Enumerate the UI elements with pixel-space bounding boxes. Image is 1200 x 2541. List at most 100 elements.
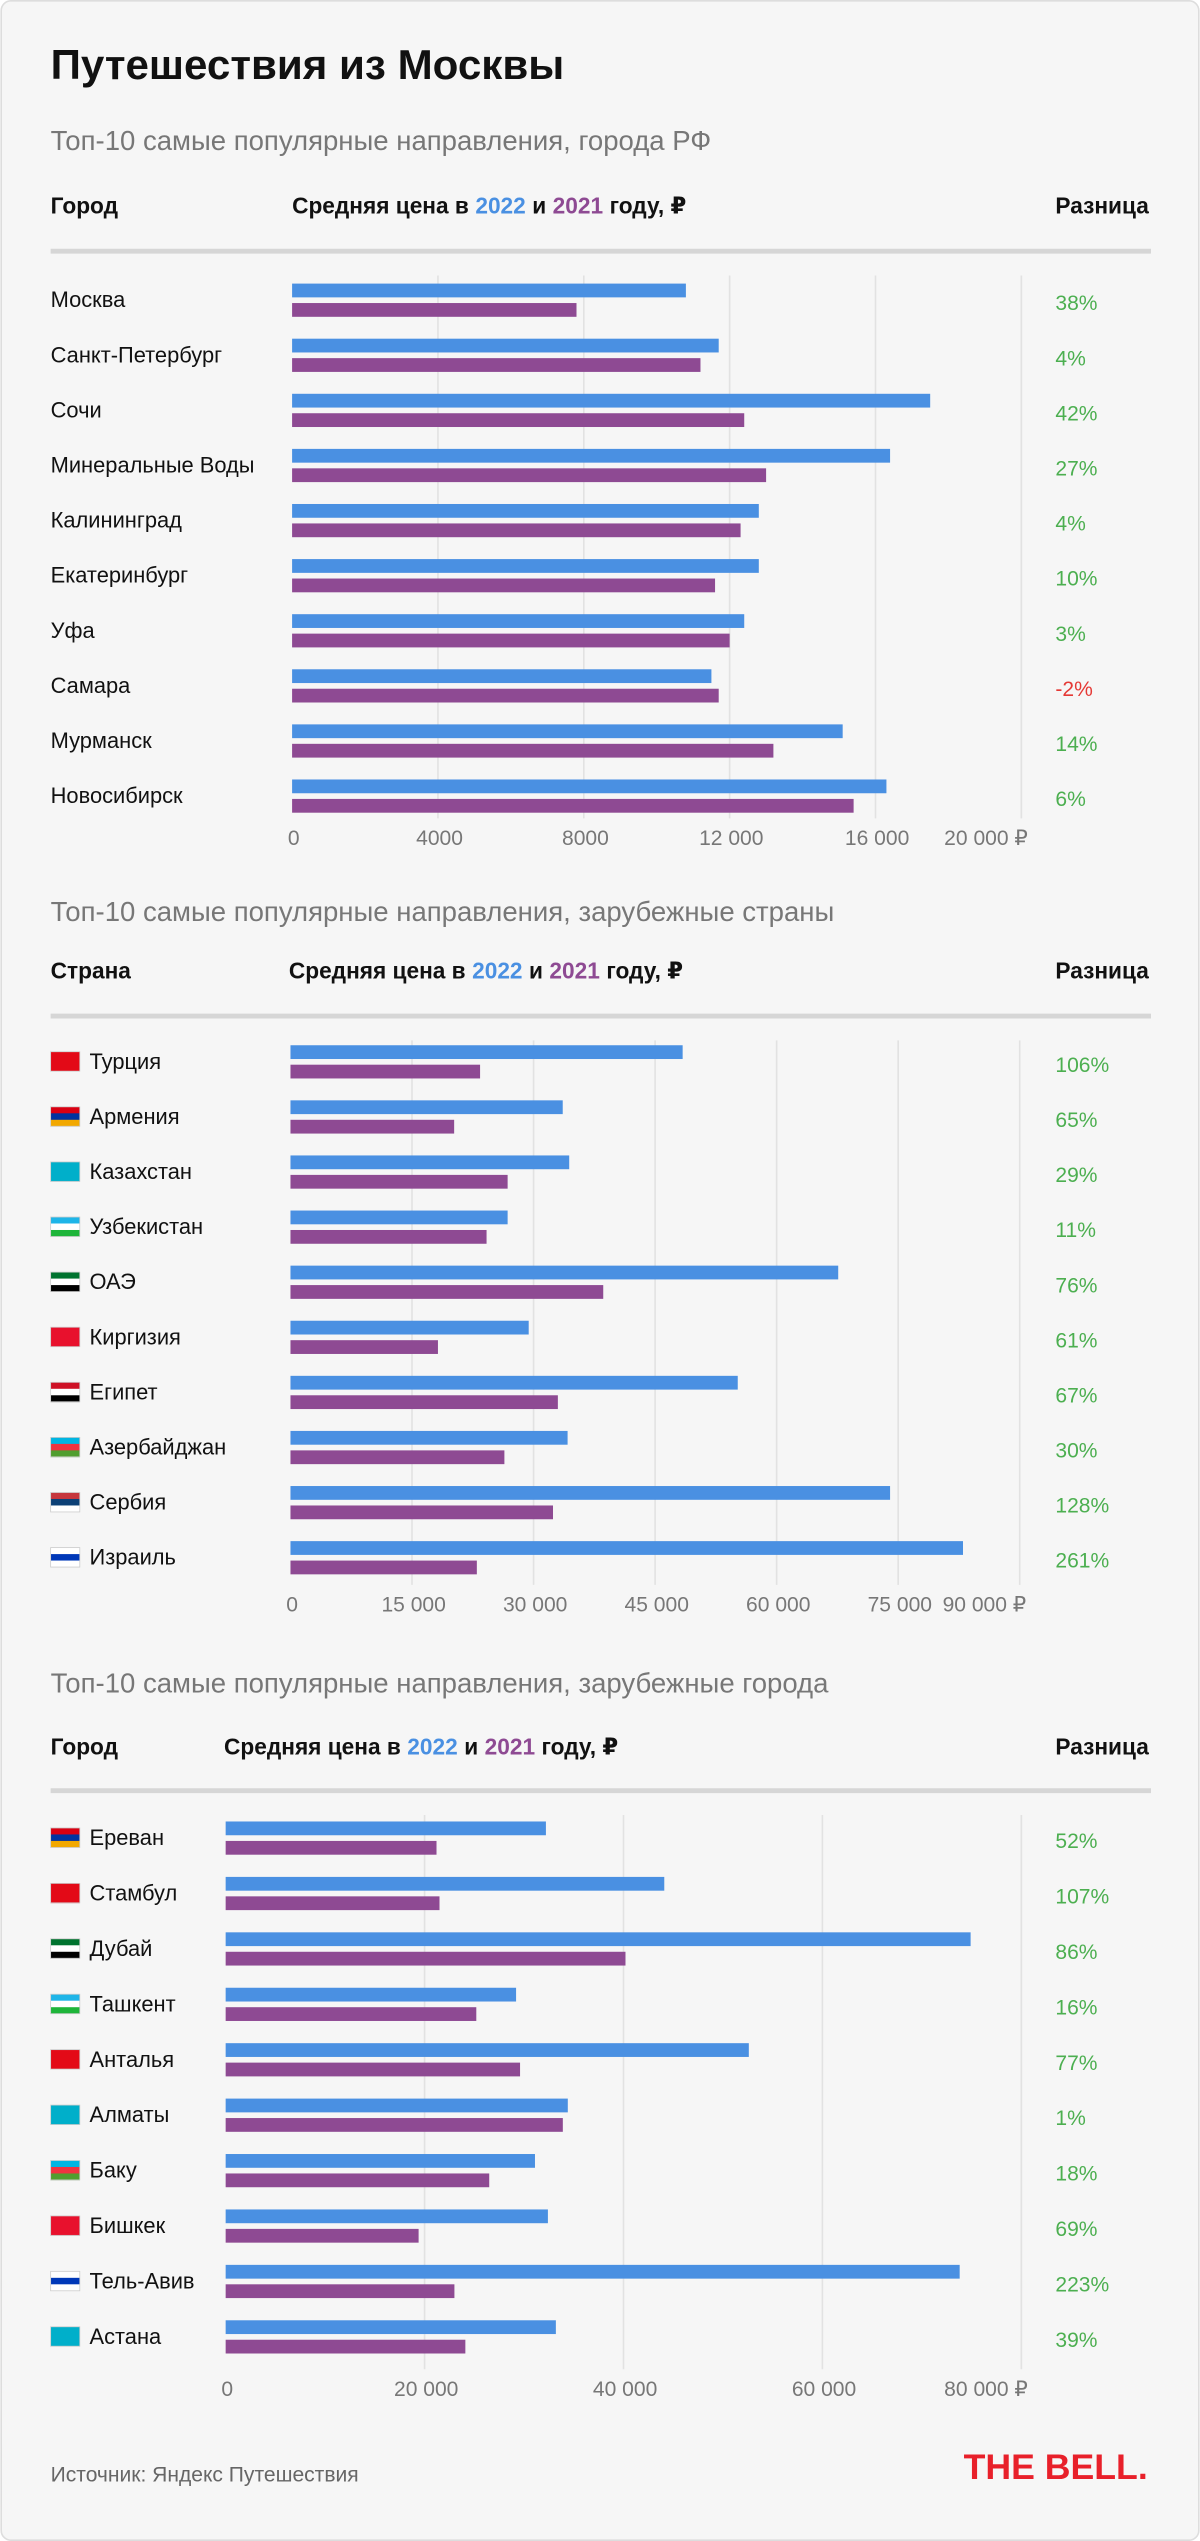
- category-label: ОАЭ: [90, 1269, 136, 1294]
- chart-subtitle: Топ-10 самые популярные направления, гор…: [51, 125, 712, 156]
- bar: [225, 1876, 665, 1891]
- bar: [290, 1541, 964, 1555]
- bar: [225, 2154, 535, 2168]
- flag: [50, 1827, 80, 1835]
- category-label: Анталья: [90, 2047, 175, 2072]
- flag-border: [50, 1161, 81, 1182]
- bar: [290, 1045, 683, 1060]
- difference-label: 1%: [1055, 2107, 1085, 2130]
- flag: [50, 1278, 80, 1286]
- brand-logo: THE BELL.: [964, 2447, 1148, 2487]
- x-tick-label: 4000: [416, 827, 463, 850]
- x-tick-label: 60 000: [792, 2378, 856, 2401]
- source: Источник: Яндекс Путешествия: [51, 2464, 359, 2487]
- legend-entry: 2021: [549, 957, 599, 983]
- bar: [290, 1450, 505, 1465]
- flag: [50, 1113, 80, 1121]
- x-tick-label: 90 000 ₽: [943, 1594, 1027, 1617]
- category-label: Стамбул: [90, 1881, 178, 1906]
- bar: [225, 2264, 960, 2279]
- category-label: Калининград: [51, 508, 182, 533]
- difference-label: 76%: [1055, 1274, 1097, 1297]
- bar: [292, 448, 891, 463]
- separator: [50, 248, 1151, 254]
- category-label: Ташкент: [90, 1991, 176, 2016]
- legend-text: и: [464, 1734, 478, 1760]
- legend-entry: 2022: [407, 1734, 457, 1760]
- category-label: Сербия: [90, 1490, 167, 1515]
- flag: [50, 1450, 80, 1458]
- bar: [290, 1229, 487, 1244]
- flag-border: [50, 1492, 81, 1513]
- chart-subtitle: Топ-10 самые популярные направления, зар…: [51, 896, 835, 927]
- flag-border: [50, 1381, 81, 1403]
- bar: [292, 743, 774, 758]
- category-label: Москва: [51, 287, 126, 312]
- legend-entry: 2022: [472, 957, 522, 983]
- x-tick-label: 20 000: [394, 2378, 458, 2401]
- flag: [50, 1272, 80, 1279]
- flag-border: [50, 2160, 81, 2181]
- category-label: Новосибирск: [51, 783, 183, 808]
- flag-border: [50, 2326, 81, 2347]
- difference-label: -2%: [1055, 678, 1092, 701]
- flag: [50, 1051, 80, 1072]
- bar: [290, 1119, 455, 1134]
- bar: [225, 1932, 971, 1947]
- category-label: Киргизия: [90, 1324, 181, 1349]
- flag-border: [50, 1051, 81, 1072]
- x-tick-label: 75 000: [868, 1594, 932, 1617]
- bar: [292, 303, 577, 317]
- flag-border: [50, 1437, 81, 1458]
- flag: [50, 1285, 80, 1292]
- bar: [225, 2062, 521, 2077]
- x-tick-label: 0: [221, 2378, 233, 2401]
- bar: [292, 413, 745, 428]
- category-label: Турция: [90, 1049, 162, 1074]
- bar: [290, 1395, 558, 1410]
- difference-label: 18%: [1055, 2163, 1097, 2186]
- bar: [290, 1100, 563, 1115]
- separator: [50, 1013, 1151, 1019]
- bar: [225, 2007, 477, 2021]
- column-header: Город: [51, 1734, 118, 1760]
- bar: [290, 1375, 738, 1390]
- flag: [50, 1505, 80, 1513]
- difference-label: 107%: [1055, 1886, 1109, 1909]
- bar: [292, 358, 701, 372]
- column-header: Город: [51, 192, 118, 218]
- flag-border: [50, 1326, 81, 1348]
- flag: [50, 1554, 80, 1561]
- difference-label: 3%: [1055, 623, 1085, 646]
- x-tick-label: 16 000: [845, 827, 909, 850]
- flag: [50, 2271, 80, 2279]
- difference-label: 86%: [1055, 1941, 1097, 1964]
- category-label: Узбекистан: [90, 1214, 204, 1239]
- flag: [50, 2326, 80, 2347]
- legend: Средняя цена в 2022 и 2021 году, ₽: [289, 957, 683, 983]
- flag: [50, 2007, 80, 2015]
- chart-subtitle: Топ-10 самые популярные направления, зар…: [51, 1668, 829, 1699]
- category-label: Сочи: [51, 397, 102, 422]
- x-tick-label: 15 000: [381, 1594, 445, 1617]
- flag: [50, 1883, 80, 1904]
- bar: [225, 2043, 749, 2057]
- flag: [50, 1223, 80, 1231]
- legend-text: Средняя цена в: [224, 1734, 401, 1760]
- legend-text: году, ₽: [610, 192, 687, 218]
- bar: [290, 1285, 604, 1299]
- bar: [290, 1430, 568, 1445]
- difference-label: 61%: [1055, 1329, 1097, 1352]
- flag-border: [50, 1938, 81, 1959]
- bar: [292, 633, 730, 648]
- flag: [50, 2049, 80, 2070]
- flag-border: [50, 1547, 81, 1568]
- separator: [50, 1788, 1151, 1794]
- bar: [292, 283, 686, 298]
- difference-label: 52%: [1055, 1830, 1097, 1853]
- difference-label: 4%: [1055, 347, 1085, 370]
- bar: [290, 1505, 554, 1520]
- flag-border: [50, 1216, 81, 1237]
- x-tick-label: 0: [288, 827, 300, 850]
- flag-border: [50, 1993, 81, 2015]
